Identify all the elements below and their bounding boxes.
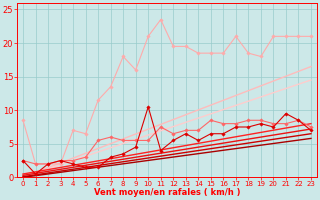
X-axis label: Vent moyen/en rafales ( km/h ): Vent moyen/en rafales ( km/h ) [94, 188, 240, 197]
